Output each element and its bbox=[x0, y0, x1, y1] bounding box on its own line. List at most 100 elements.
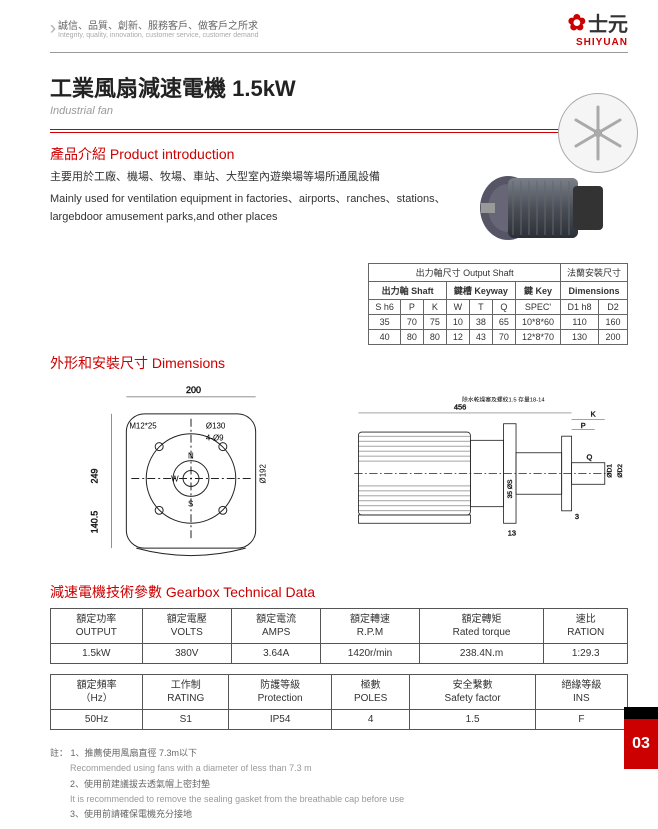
title-divider-1 bbox=[50, 129, 608, 130]
shaft-col: P bbox=[400, 300, 423, 315]
th-cn: 極數 bbox=[361, 680, 381, 691]
shaft-group-1: 出力軸尺寸 Output Shaft bbox=[369, 264, 561, 282]
th-cn: 額定功率 bbox=[76, 614, 116, 625]
tech-cell: 4 bbox=[331, 710, 410, 730]
tech-cell: F bbox=[535, 710, 627, 730]
note-cn: 3、使用前請確保電機充分接地 bbox=[50, 807, 628, 822]
shaft-sub-1: 出力軸 Shaft bbox=[369, 282, 447, 300]
page-header: ››››› 誠信、品質、創新、服務客戶、做客戶之所求 Integrity, qu… bbox=[0, 0, 658, 52]
shaft-sub-2: 鍵槽 Keyway bbox=[446, 282, 515, 300]
dim-label: 200 bbox=[186, 385, 201, 395]
shaft-cell: 70 bbox=[492, 330, 515, 345]
dim-label: S bbox=[188, 499, 193, 508]
th-en: （Hz） bbox=[80, 693, 112, 704]
shaft-col: Q bbox=[492, 300, 515, 315]
shaft-col: W bbox=[446, 300, 469, 315]
shaft-row-0: 35 70 75 10 38 65 10*8*60 110 160 bbox=[369, 315, 628, 330]
dim-label: 除水乾燥塞及螺紋1.5 存量18-14 bbox=[462, 395, 545, 403]
tech-cell: 1420r/min bbox=[321, 644, 419, 664]
th-en: RATING bbox=[167, 693, 204, 704]
dim-label: 140.5 bbox=[89, 511, 99, 533]
note-en: It is recommended to remove the sealing … bbox=[50, 792, 628, 807]
tech-cell: 1.5 bbox=[410, 710, 535, 730]
tech-tables: 額定功率OUTPUT 額定電壓VOLTS 額定電流AMPS 額定轉速R.P.M … bbox=[0, 608, 658, 730]
tech-cell: 380V bbox=[142, 644, 231, 664]
th-cn: 防護等級 bbox=[260, 680, 300, 691]
dimensions-drawings: 200 249 140.5 Ø130 M12*25 4-Ø9 N W S Ø19… bbox=[0, 373, 658, 568]
shaft-cell: 65 bbox=[492, 315, 515, 330]
dim-label: ØD2 bbox=[617, 464, 624, 478]
th-cn: 額定頻率 bbox=[77, 680, 117, 691]
tech-cell: 3.64A bbox=[231, 644, 320, 664]
th-cn: 額定轉速 bbox=[350, 614, 390, 625]
dimension-drawing-front: 200 249 140.5 Ø130 M12*25 4-Ø9 N W S Ø19… bbox=[50, 379, 332, 568]
dim-label: 3 bbox=[575, 512, 579, 521]
page-number-badge: 03 bbox=[624, 719, 658, 769]
intro-heading: 產品介紹 Product introduction bbox=[50, 143, 458, 165]
notes-section: 註： 1、推薦使用風扇直徑 7.3m以下 Recommended using f… bbox=[0, 740, 658, 822]
th-cn: 絕緣等級 bbox=[561, 680, 601, 691]
tech-table-2: 額定頻率（Hz） 工作制RATING 防護等級Protection 極數POLE… bbox=[50, 674, 628, 730]
tech-cell: 50Hz bbox=[51, 710, 143, 730]
shaft-group-2: 法蘭安裝尺寸 bbox=[560, 264, 627, 282]
note-en: Recommended using fans with a diameter o… bbox=[50, 761, 628, 776]
fan-inset-icon bbox=[558, 93, 638, 173]
tagline: ››››› 誠信、品質、創新、服務客戶、做客戶之所求 Integrity, qu… bbox=[50, 17, 259, 39]
gear-icon: ✿ bbox=[568, 10, 586, 36]
tech-cell: 1:29.3 bbox=[544, 644, 628, 664]
th-en: Protection bbox=[258, 693, 303, 704]
dim-label: 4-Ø9 bbox=[206, 434, 224, 443]
shaft-cell: 80 bbox=[400, 330, 423, 345]
shaft-cell: 80 bbox=[423, 330, 446, 345]
shaft-table-section: 出力軸尺寸 Output Shaft 法蘭安裝尺寸 出力軸 Shaft 鍵槽 K… bbox=[0, 263, 658, 345]
th-en: Rated torque bbox=[453, 627, 511, 638]
shaft-cell: 10 bbox=[446, 315, 469, 330]
dim-label: 456 bbox=[454, 403, 466, 412]
th-cn: 安全繫數 bbox=[453, 680, 493, 691]
tagline-en: Integrity, quality, innovation, customer… bbox=[58, 32, 259, 39]
shaft-col: S h6 bbox=[369, 300, 401, 315]
brand-logo: ✿ 士元 SHIYUAN bbox=[568, 8, 628, 48]
tech-heading: 減速電機技術參數 Gearbox Technical Data bbox=[0, 568, 658, 608]
page-title: 工業風扇減速電機 1.5kW bbox=[50, 71, 658, 103]
note-cn: 2、使用前建議拔去透氣帽上密封墊 bbox=[50, 777, 628, 792]
th-cn: 額定電壓 bbox=[167, 614, 207, 625]
shaft-cell: 70 bbox=[400, 315, 423, 330]
dim-label: 13 bbox=[508, 529, 516, 538]
tech-cell: IP54 bbox=[229, 710, 332, 730]
logo-cn-text: 士元 bbox=[588, 8, 628, 37]
shaft-cell: 12*8*70 bbox=[515, 330, 560, 345]
dim-label: K bbox=[591, 409, 596, 418]
intro-cn: 主要用於工廠、機場、牧場、車站、大型室內遊樂場等場所通風設備 bbox=[50, 169, 458, 187]
shaft-row-1: 40 80 80 12 43 70 12*8*70 130 200 bbox=[369, 330, 628, 345]
shaft-col: D2 bbox=[599, 300, 628, 315]
th-cn: 工作制 bbox=[171, 680, 201, 691]
dim-label: M12*25 bbox=[129, 422, 157, 431]
dim-label: P bbox=[581, 421, 586, 430]
dim-label: W bbox=[171, 474, 179, 483]
tech-cell: S1 bbox=[143, 710, 229, 730]
dim-label: N bbox=[188, 452, 194, 461]
th-en: OUTPUT bbox=[76, 627, 117, 638]
shaft-col: D1 h8 bbox=[560, 300, 598, 315]
notes-prefix: 註： bbox=[50, 748, 68, 758]
tech-cell: 1.5kW bbox=[51, 644, 143, 664]
shaft-table: 出力軸尺寸 Output Shaft 法蘭安裝尺寸 出力軸 Shaft 鍵槽 K… bbox=[368, 263, 628, 345]
note-cn: 1、推薦使用風扇直徑 7.3m以下 bbox=[71, 748, 198, 758]
shaft-col: T bbox=[469, 300, 492, 315]
tech-cell: 238.4N.m bbox=[419, 644, 544, 664]
th-cn: 額定電流 bbox=[256, 614, 296, 625]
dimension-drawing-side: 除水乾燥塞及螺紋1.5 存量18-14 bbox=[346, 379, 628, 568]
th-en: R.P.M bbox=[357, 627, 384, 638]
th-cn: 速比 bbox=[576, 614, 596, 625]
shaft-col-row: S h6 P K W T Q SPEC' D1 h8 D2 bbox=[369, 300, 628, 315]
shaft-cell: 160 bbox=[599, 315, 628, 330]
dim-label: Ø192 bbox=[259, 463, 268, 483]
shaft-cell: 110 bbox=[560, 315, 598, 330]
product-photo bbox=[468, 143, 628, 263]
shaft-cell: 10*8*60 bbox=[515, 315, 560, 330]
shaft-cell: 12 bbox=[446, 330, 469, 345]
dim-label: Ø130 bbox=[206, 422, 226, 431]
dim-label: 35 ØS bbox=[507, 479, 514, 498]
logo-en-text: SHIYUAN bbox=[568, 37, 628, 48]
